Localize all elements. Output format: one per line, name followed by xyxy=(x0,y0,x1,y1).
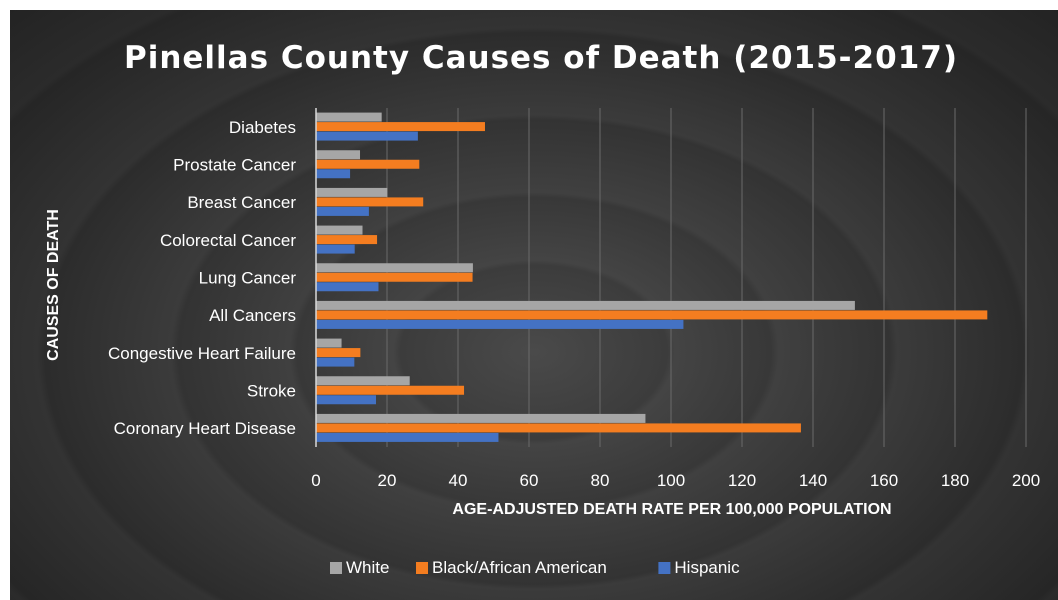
category-label: Breast Cancer xyxy=(187,193,296,212)
bar-white-colorectal-cancer xyxy=(316,225,363,235)
x-tick-label: 60 xyxy=(520,471,539,490)
bar-hispanic-prostate-cancer xyxy=(316,169,351,179)
category-label: Lung Cancer xyxy=(199,269,297,288)
gridlines xyxy=(386,108,1027,447)
x-tick-label: 20 xyxy=(378,471,397,490)
bar-white-congestive-heart-failure xyxy=(316,338,342,348)
x-tick-label: 80 xyxy=(591,471,610,490)
bar-hispanic-colorectal-cancer xyxy=(316,244,355,254)
bar-chart: Pinellas County Causes of Death (2015-20… xyxy=(45,40,1040,577)
legend-swatch-white xyxy=(330,562,342,574)
bar-white-stroke xyxy=(316,376,410,386)
x-tick-label: 200 xyxy=(1012,471,1040,490)
x-tick-label: 180 xyxy=(941,471,969,490)
bar-white-diabetes xyxy=(316,112,382,122)
bar-black-african-american-congestive-heart-failure xyxy=(316,348,361,358)
chart-title: Pinellas County Causes of Death (2015-20… xyxy=(124,40,958,76)
bar-hispanic-congestive-heart-failure xyxy=(316,357,355,367)
bar-hispanic-lung-cancer xyxy=(316,282,379,292)
bar-white-lung-cancer xyxy=(316,263,473,273)
category-label: Prostate Cancer xyxy=(173,156,296,175)
category-labels: Diabetes Prostate Cancer Breast Cancer Colo… xyxy=(108,118,296,438)
bar-hispanic-diabetes xyxy=(316,131,418,141)
legend-swatch-black-african-american xyxy=(416,562,428,574)
legend-label-black-african-american: Black/African American xyxy=(432,558,607,577)
bar-white-breast-cancer xyxy=(316,187,388,197)
category-label: Stroke xyxy=(247,382,296,401)
bar-black-african-american-breast-cancer xyxy=(316,197,424,207)
x-axis-title: AGE-ADJUSTED DEATH RATE PER 100,000 POPU… xyxy=(452,501,891,518)
x-tick-label: 160 xyxy=(870,471,898,490)
bar-white-prostate-cancer xyxy=(316,150,361,160)
legend-swatch-hispanic xyxy=(658,562,671,574)
bar-hispanic-all-cancers xyxy=(316,319,684,329)
legend-label-white: White xyxy=(346,558,389,577)
bar-hispanic-breast-cancer xyxy=(316,206,369,216)
chart-frame: Pinellas County Causes of Death (2015-20… xyxy=(10,10,1058,600)
bar-white-all-cancers xyxy=(316,300,855,310)
category-label: All Cancers xyxy=(209,306,296,325)
y-axis-title: CAUSES OF DEATH xyxy=(45,209,62,361)
tick-labels: 0 20 40 60 80 100 120 140 160 180 200 xyxy=(311,471,1040,490)
legend-label-hispanic: Hispanic xyxy=(674,558,740,577)
category-label: Diabetes xyxy=(229,118,296,137)
bar-black-african-american-prostate-cancer xyxy=(316,159,420,169)
category-label: Congestive Heart Failure xyxy=(108,344,296,363)
category-label: Coronary Heart Disease xyxy=(114,419,296,438)
legend: White Black/African American Hispanic xyxy=(330,558,740,577)
bar-black-african-american-coronary-heart-disease xyxy=(316,423,801,433)
bar-hispanic-coronary-heart-disease xyxy=(316,432,499,442)
x-tick-label: 140 xyxy=(799,471,827,490)
bars xyxy=(316,112,988,442)
bar-black-african-american-lung-cancer xyxy=(316,272,473,282)
bar-black-african-american-all-cancers xyxy=(316,310,988,320)
x-tick-label: 100 xyxy=(657,471,685,490)
x-tick-label: 120 xyxy=(728,471,756,490)
bar-white-coronary-heart-disease xyxy=(316,413,646,423)
bar-black-african-american-colorectal-cancer xyxy=(316,235,378,245)
bar-black-african-american-diabetes xyxy=(316,122,485,132)
category-label: Colorectal Cancer xyxy=(160,231,296,250)
bar-black-african-american-stroke xyxy=(316,385,465,395)
x-tick-label: 40 xyxy=(449,471,468,490)
bar-hispanic-stroke xyxy=(316,395,376,405)
x-tick-label: 0 xyxy=(311,471,320,490)
